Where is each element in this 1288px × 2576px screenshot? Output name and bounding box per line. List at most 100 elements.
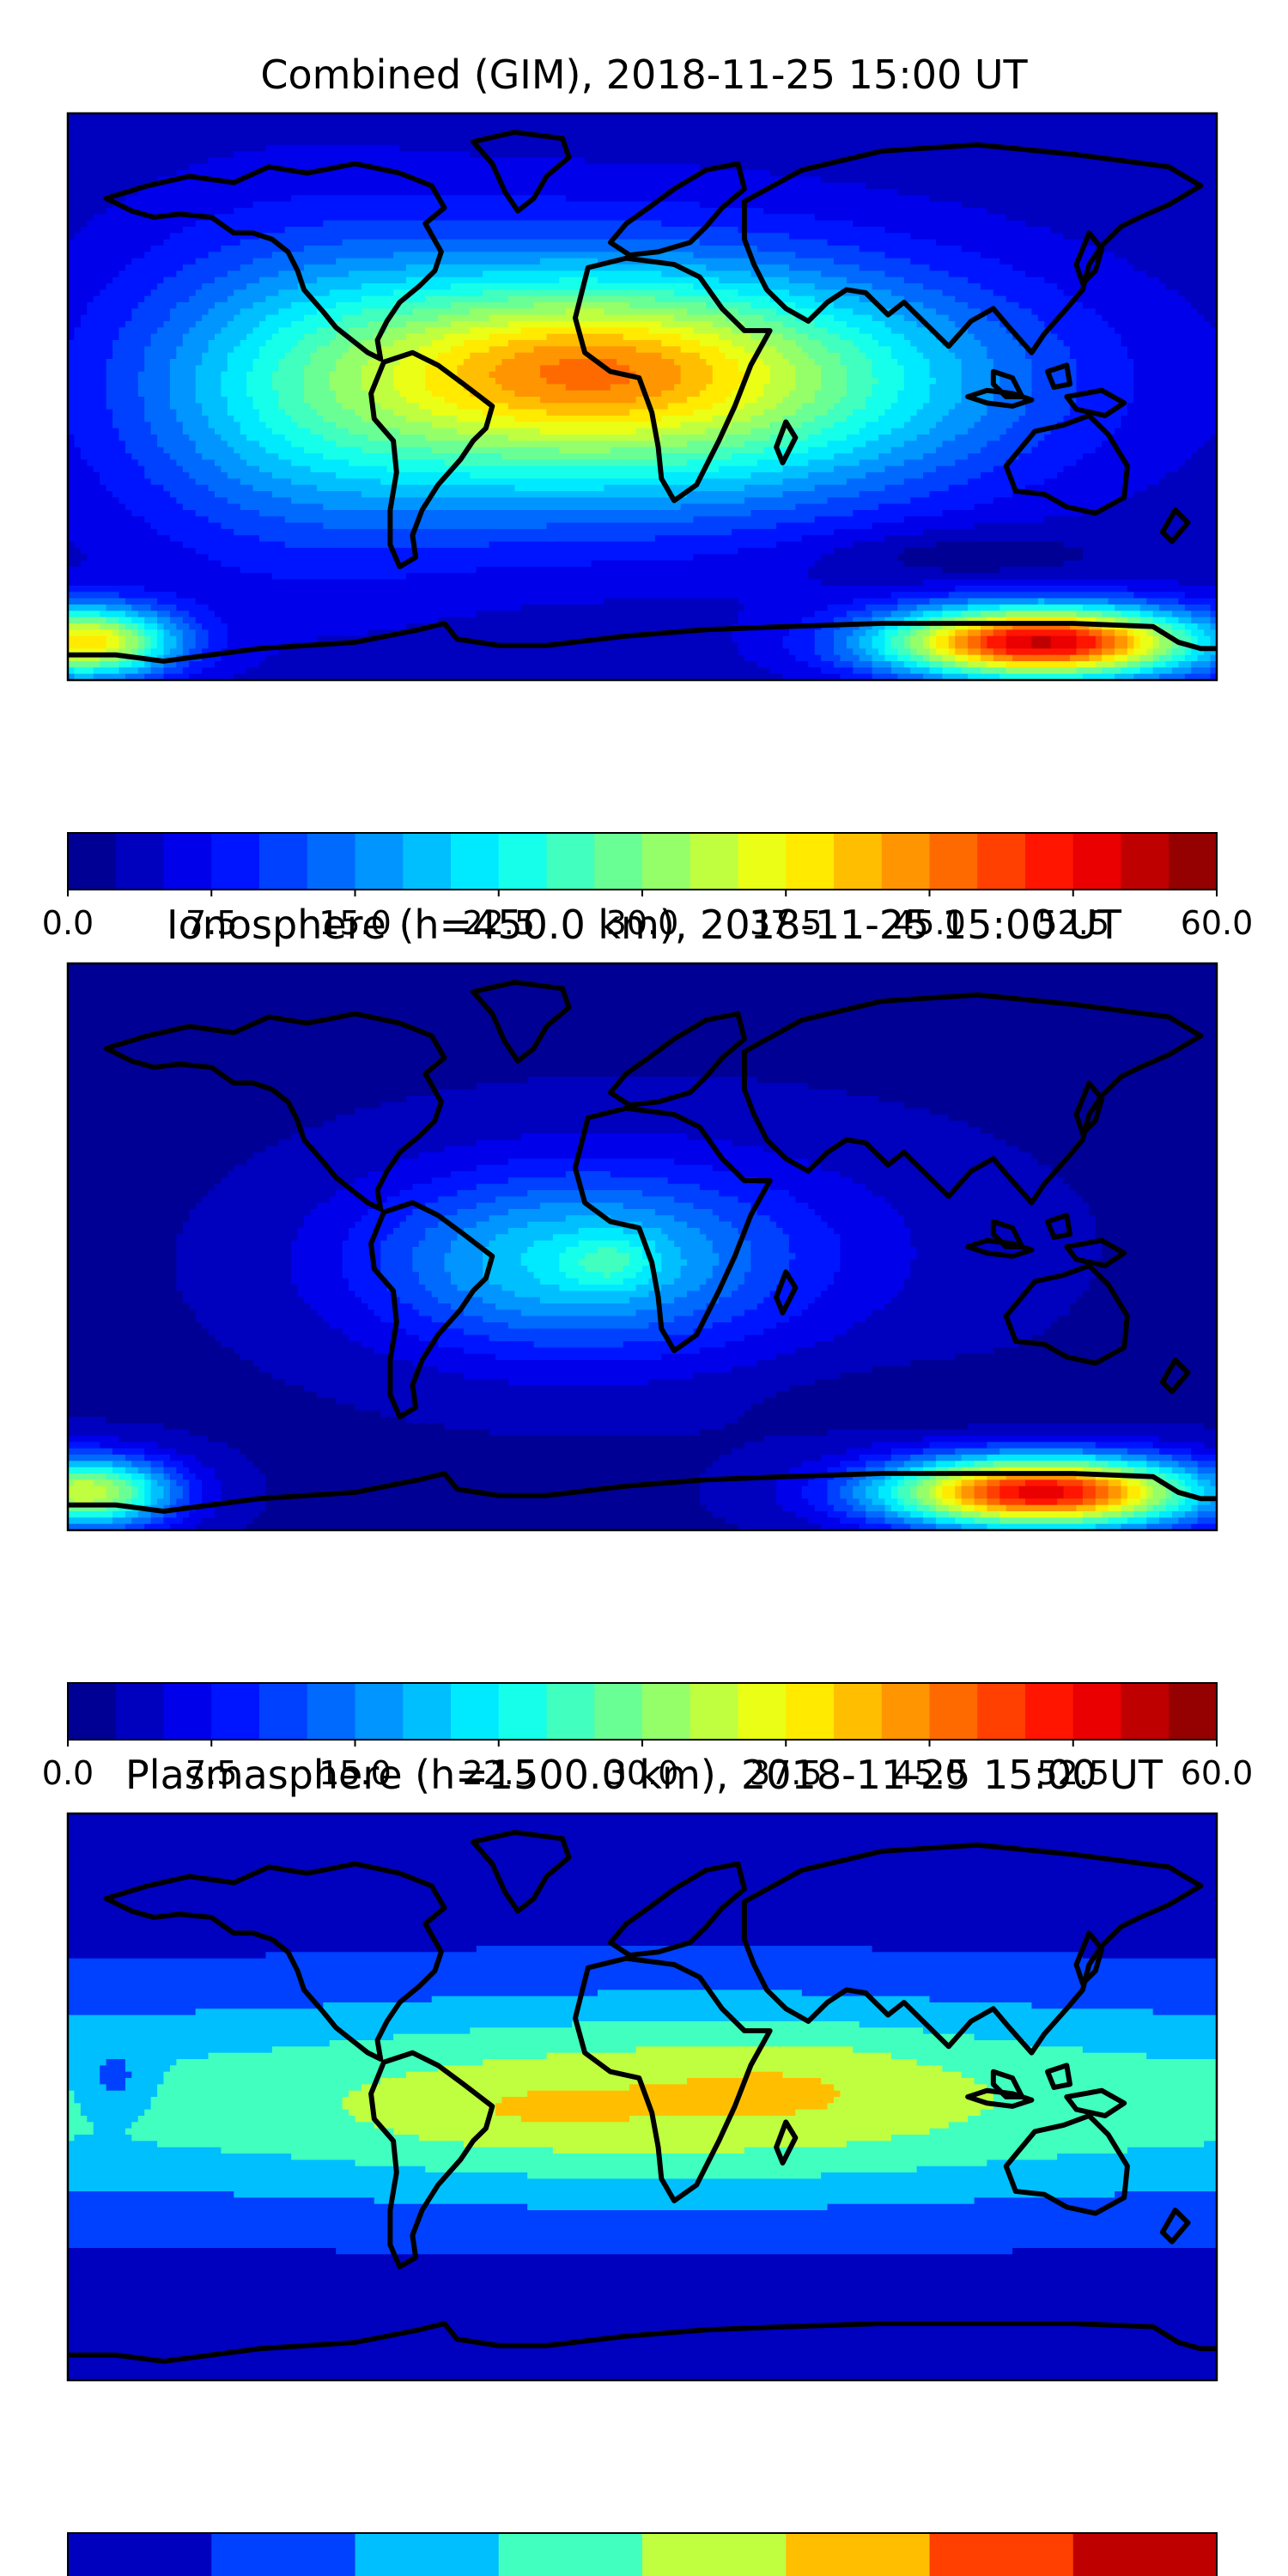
map-cell [955, 648, 969, 656]
map-cell [1191, 648, 1205, 656]
map-cell [846, 1498, 860, 1506]
colorbar-tick-label: 60.0 [1181, 1754, 1254, 1792]
map-cell [872, 390, 898, 398]
map-cell [1197, 635, 1212, 643]
map-cell [393, 453, 503, 460]
map-cell [999, 567, 1218, 574]
map-cell [853, 598, 898, 605]
map-cell [405, 397, 446, 404]
map-cell [750, 1202, 809, 1210]
map-cell [853, 667, 873, 675]
map-cell [125, 2059, 177, 2066]
map-cell [342, 1328, 407, 1336]
map-cell [1197, 1473, 1218, 1480]
map-cell [202, 1196, 331, 1204]
map-cell [1204, 1492, 1218, 1499]
map-cell [451, 1272, 483, 1279]
map-cell [68, 359, 107, 366]
map-cell [1115, 605, 1141, 611]
map-cell [693, 516, 816, 524]
map-cell [661, 1228, 701, 1235]
map-cell [336, 397, 375, 404]
map-cell [214, 428, 241, 435]
map-cell [131, 629, 139, 637]
map-cell [859, 1523, 892, 1531]
map-cell [520, 1253, 560, 1261]
map-cell [297, 1285, 349, 1291]
map-cell [866, 1461, 886, 1468]
map-cell [195, 390, 222, 398]
map-cell [240, 478, 292, 486]
map-cell [137, 189, 898, 196]
map-cell [444, 1322, 509, 1329]
map-cell [68, 2147, 222, 2154]
map-cell [872, 1366, 1218, 1374]
map-cell [1031, 447, 1097, 454]
map-cell [514, 1291, 650, 1298]
map-cell [980, 308, 1033, 316]
map-cell [68, 1190, 210, 1197]
map-cell [412, 1259, 446, 1267]
map-cell [144, 673, 165, 681]
map-cell [968, 453, 1020, 460]
map-cell [214, 1511, 260, 1518]
map-cell [495, 1353, 662, 1361]
map-cell [923, 1436, 1160, 1443]
map-cell [106, 1417, 407, 1424]
map-cell [814, 1297, 892, 1304]
map-cell [304, 397, 337, 404]
map-cell [801, 1492, 829, 1499]
map-cell [648, 1278, 675, 1285]
map-cell [374, 397, 407, 404]
map-cell [738, 1228, 784, 1235]
map-cell [444, 459, 688, 467]
map-cell [827, 1467, 848, 1474]
map-cell [202, 352, 228, 360]
map-cell [1102, 654, 1115, 662]
map-cell [202, 403, 228, 410]
map-cell [208, 484, 254, 492]
map-cell [814, 359, 841, 366]
map-cell [840, 352, 866, 360]
map-cell [980, 629, 994, 637]
map-cell [68, 1291, 184, 1298]
map-cell [176, 1498, 190, 1506]
map-cell [866, 182, 1218, 190]
map-cell [68, 529, 158, 536]
map-cell [763, 1145, 1020, 1153]
map-cell [1121, 1511, 1134, 1518]
map-cell [961, 365, 994, 373]
map-cell [1197, 654, 1212, 662]
map-cell [629, 1297, 675, 1304]
map-cell [712, 365, 739, 373]
colorbar-segment [546, 833, 595, 890]
map-cell [1031, 1152, 1218, 1159]
map-cell [234, 289, 279, 297]
map-cell [788, 390, 816, 398]
map-cell [157, 529, 234, 536]
map-cell [1184, 654, 1199, 662]
map-cell [74, 667, 94, 675]
map-cell [68, 579, 822, 586]
map-cell [1191, 617, 1212, 624]
map-cell [801, 1309, 873, 1317]
map-cell [100, 2078, 126, 2085]
map-cell [1165, 648, 1173, 656]
map-cell [68, 1221, 184, 1229]
colorbar-frame [67, 2532, 1218, 2576]
map-cell [240, 1353, 394, 1361]
map-cell [884, 623, 898, 630]
map-cell [929, 2128, 1218, 2136]
map-cell [316, 409, 356, 416]
map-cell [1089, 1461, 1109, 1468]
map-cell [693, 1372, 841, 1380]
map-cell [559, 447, 611, 454]
map-cell [980, 667, 1007, 675]
map-cell [834, 2084, 987, 2092]
map-cell [495, 2103, 829, 2111]
map-cell [304, 447, 362, 454]
map-cell [948, 270, 1026, 278]
map-cell [182, 617, 197, 624]
map-cell [910, 1523, 937, 1531]
